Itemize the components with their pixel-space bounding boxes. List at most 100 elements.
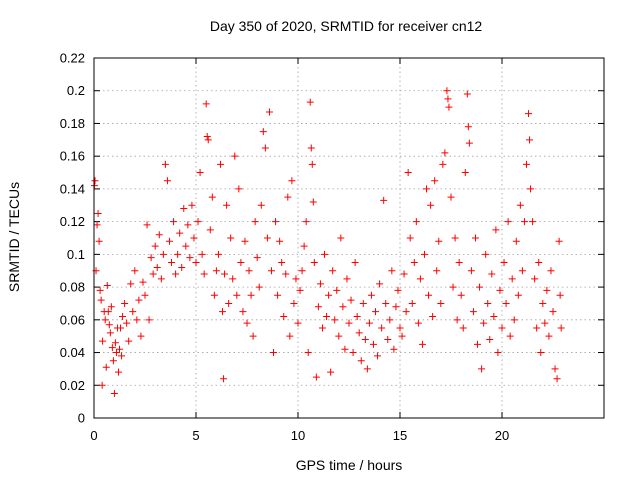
data-point (547, 267, 555, 275)
data-point (229, 275, 237, 283)
data-point (478, 365, 486, 373)
data-point (99, 337, 107, 345)
data-point (267, 267, 275, 275)
data-point (531, 275, 539, 283)
data-point (221, 270, 229, 278)
data-point (321, 250, 329, 258)
data-point (439, 160, 447, 168)
data-point (537, 349, 545, 357)
data-point (176, 229, 184, 237)
data-point (98, 381, 106, 389)
data-point (316, 280, 324, 288)
data-point (447, 193, 455, 201)
data-point (357, 357, 365, 365)
data-point (355, 329, 363, 337)
data-point (435, 237, 443, 245)
data-point (103, 281, 111, 289)
chart-title: Day 350 of 2020, SRMTID for receiver cn1… (210, 18, 483, 34)
y-tick-label: 0.18 (60, 116, 85, 131)
data-point (280, 313, 288, 321)
data-point (237, 259, 245, 267)
data-point (451, 234, 459, 242)
data-point (247, 291, 255, 299)
data-point (527, 185, 535, 193)
data-point (170, 218, 178, 226)
data-point (506, 332, 514, 340)
data-point (416, 275, 424, 283)
data-point (323, 313, 331, 321)
data-point (461, 169, 469, 177)
data-point (104, 308, 112, 316)
data-point (227, 234, 235, 242)
y-tick-label: 0.2 (67, 83, 85, 98)
y-axis-title: SRMTID / TECUs (6, 182, 22, 292)
data-point (518, 267, 526, 275)
data-point (522, 160, 530, 168)
data-point (178, 263, 186, 271)
data-point (457, 291, 465, 299)
data-point (402, 308, 410, 316)
data-point (398, 332, 406, 340)
data-point (345, 319, 353, 327)
data-point (95, 237, 103, 245)
data-point (112, 349, 120, 357)
data-point (490, 313, 498, 321)
data-point (96, 286, 104, 294)
data-point (270, 349, 278, 357)
data-point (369, 340, 377, 348)
data-point (288, 177, 296, 185)
data-point (198, 250, 206, 258)
data-point (555, 237, 563, 245)
data-point (488, 270, 496, 278)
data-point (514, 291, 522, 299)
data-point (216, 160, 224, 168)
data-point (93, 221, 101, 229)
data-point (341, 345, 349, 353)
data-point (139, 278, 147, 286)
data-point (290, 299, 298, 307)
data-point (214, 250, 222, 258)
data-point (535, 259, 543, 267)
data-point (533, 324, 541, 332)
x-axis-title: GPS time / hours (296, 457, 403, 473)
data-point (241, 237, 249, 245)
data-point (131, 267, 139, 275)
data-point (308, 160, 316, 168)
data-point (186, 254, 194, 262)
data-point (233, 291, 241, 299)
data-point (486, 335, 494, 343)
data-point (553, 375, 561, 383)
x-tick-label: 10 (291, 428, 305, 443)
data-point (105, 321, 113, 329)
data-point (551, 365, 559, 373)
data-point (219, 308, 227, 316)
data-point (284, 193, 292, 201)
data-point (471, 234, 479, 242)
y-tick-label: 0.02 (60, 378, 85, 393)
data-point (410, 259, 418, 267)
data-point (114, 368, 122, 376)
data-point (455, 259, 463, 267)
data-point (153, 263, 161, 271)
data-point (378, 324, 386, 332)
data-point (443, 87, 451, 95)
plot-frame (93, 57, 605, 419)
data-point (361, 335, 369, 343)
data-point (141, 291, 149, 299)
data-point (231, 152, 239, 160)
data-point (117, 324, 125, 332)
data-point (327, 368, 335, 376)
data-point (239, 308, 247, 316)
data-point (380, 196, 388, 204)
data-point (168, 259, 176, 267)
data-point (441, 149, 449, 157)
data-point (107, 303, 115, 311)
data-point (307, 144, 315, 152)
data-point (437, 299, 445, 307)
data-point (196, 169, 204, 177)
data-point (192, 259, 200, 267)
data-point (465, 139, 473, 147)
data-point (245, 267, 253, 275)
data-point (298, 267, 306, 275)
data-point (137, 332, 145, 340)
